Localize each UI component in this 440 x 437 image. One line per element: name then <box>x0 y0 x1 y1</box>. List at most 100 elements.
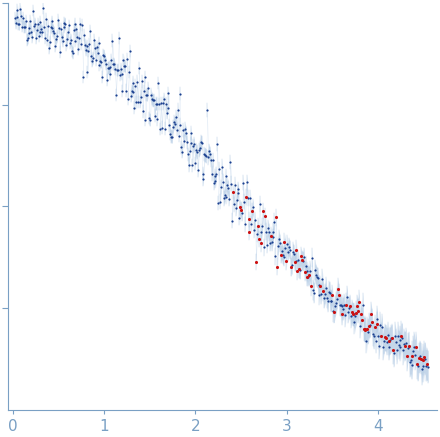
Point <box>303 274 310 281</box>
Point <box>300 253 307 260</box>
Point <box>197 138 204 145</box>
Point <box>331 309 338 316</box>
Point <box>246 216 253 223</box>
Point <box>334 295 341 302</box>
Point <box>136 99 143 106</box>
Point <box>401 340 408 347</box>
Point <box>367 322 374 329</box>
Point <box>149 97 156 104</box>
Point <box>211 173 218 180</box>
Point <box>403 353 411 360</box>
Point <box>304 268 311 275</box>
Point <box>95 39 102 46</box>
Point <box>117 66 124 73</box>
Point <box>319 275 326 282</box>
Point <box>90 37 97 44</box>
Point <box>191 141 198 148</box>
Point <box>52 43 59 50</box>
Point <box>19 14 26 21</box>
Point <box>199 175 206 182</box>
Point <box>156 101 163 108</box>
Point <box>172 113 180 120</box>
Point <box>345 308 352 315</box>
Point <box>275 243 282 250</box>
Point <box>330 308 337 315</box>
Point <box>242 221 249 228</box>
Point <box>23 36 30 43</box>
Point <box>180 127 187 134</box>
Point <box>364 326 371 333</box>
Point <box>103 60 110 67</box>
Point <box>135 99 142 106</box>
Point <box>396 336 403 343</box>
Point <box>328 298 335 305</box>
Point <box>108 56 115 63</box>
Point <box>31 21 38 28</box>
Point <box>230 201 237 208</box>
Point <box>275 235 282 242</box>
Point <box>269 234 276 241</box>
Point <box>38 25 45 32</box>
Point <box>161 125 169 132</box>
Point <box>81 41 88 48</box>
Point <box>205 154 212 161</box>
Point <box>294 267 301 274</box>
Point <box>102 56 109 63</box>
Point <box>75 46 82 53</box>
Point <box>376 342 383 349</box>
Point <box>262 213 269 220</box>
Point <box>88 53 95 60</box>
Point <box>326 289 333 296</box>
Point <box>286 243 293 250</box>
Point <box>221 191 228 198</box>
Point <box>91 45 98 52</box>
Point <box>14 7 21 14</box>
Point <box>158 100 165 107</box>
Point <box>128 87 135 94</box>
Point <box>210 179 217 186</box>
Point <box>277 251 284 258</box>
Point <box>110 61 117 68</box>
Point <box>264 241 271 248</box>
Point <box>420 363 427 370</box>
Point <box>370 333 377 340</box>
Point <box>276 240 283 247</box>
Point <box>200 170 207 177</box>
Point <box>94 50 101 57</box>
Point <box>125 69 132 76</box>
Point <box>71 20 78 27</box>
Point <box>238 210 246 217</box>
Point <box>378 324 385 331</box>
Point <box>188 140 195 147</box>
Point <box>425 364 432 371</box>
Point <box>293 246 300 253</box>
Point <box>202 152 209 159</box>
Point <box>168 133 175 140</box>
Point <box>264 225 271 232</box>
Point <box>289 248 296 255</box>
Point <box>115 34 122 41</box>
Point <box>107 63 114 70</box>
Point <box>109 37 116 44</box>
Point <box>389 347 396 354</box>
Point <box>248 221 255 228</box>
Point <box>408 361 415 368</box>
Point <box>418 366 425 373</box>
Point <box>272 253 279 260</box>
Point <box>357 310 364 317</box>
Point <box>296 265 303 272</box>
Point <box>66 22 73 29</box>
Point <box>33 35 40 42</box>
Point <box>367 311 374 318</box>
Point <box>77 21 84 28</box>
Point <box>318 291 325 298</box>
Point <box>243 179 250 186</box>
Point <box>184 151 191 158</box>
Point <box>395 342 402 349</box>
Point <box>216 198 224 205</box>
Point <box>257 240 264 247</box>
Point <box>163 109 170 116</box>
Point <box>351 319 358 326</box>
Point <box>39 29 46 36</box>
Point <box>249 207 256 214</box>
